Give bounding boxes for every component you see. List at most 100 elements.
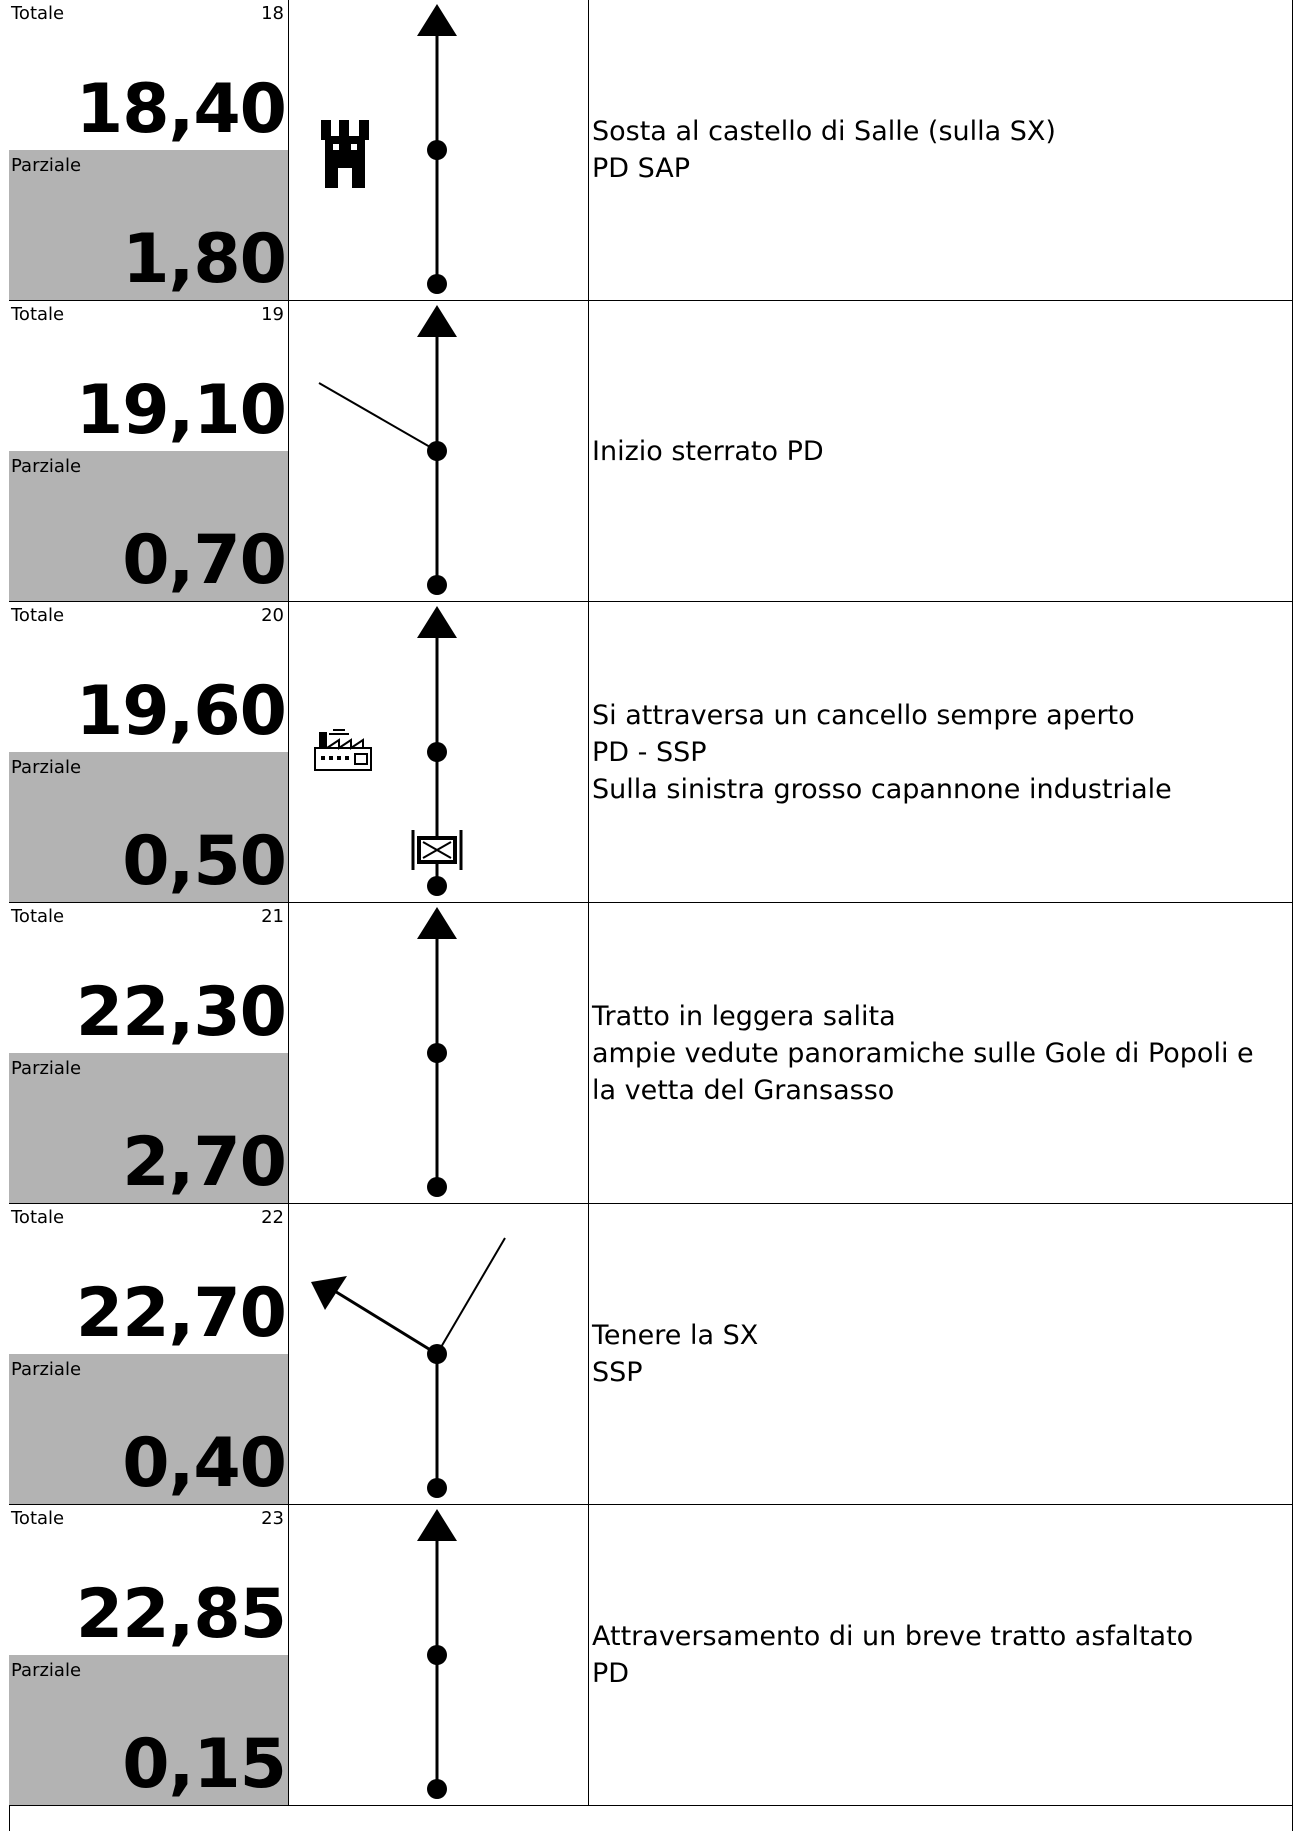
start-dot xyxy=(427,876,447,896)
route-diagram-cell xyxy=(289,1204,589,1504)
direction-arrow-icon xyxy=(311,1276,347,1310)
parziale-label: Parziale xyxy=(11,757,82,778)
roadbook-row: Totale 19 19,10 Parziale 0,70 Inizio ste… xyxy=(9,301,1293,602)
waypoint-dot xyxy=(427,140,447,160)
description-line: PD xyxy=(592,1658,630,1689)
row-number: 23 xyxy=(261,1508,284,1529)
start-dot xyxy=(427,1779,447,1799)
totale-block: Totale 18 18,40 xyxy=(9,0,288,150)
totale-value: 22,30 xyxy=(75,973,287,1052)
right-branch-line xyxy=(436,1237,506,1355)
parziale-value: 0,15 xyxy=(122,1725,287,1804)
parziale-label: Parziale xyxy=(11,155,82,176)
parziale-block: Parziale 0,15 xyxy=(9,1655,288,1805)
totale-label: Totale xyxy=(11,3,65,24)
description-line: Sulla sinistra grosso capannone industri… xyxy=(592,773,1172,805)
description-cell: Si attraversa un cancello sempre aperto … xyxy=(589,602,1293,902)
description-line: Attraversamento di un breve tratto asfal… xyxy=(592,1621,1194,1652)
parziale-label: Parziale xyxy=(11,1359,82,1380)
route-diagram-cell xyxy=(289,301,589,601)
direction-arrow-icon xyxy=(417,4,457,36)
totale-value: 19,10 xyxy=(75,371,287,450)
roadbook-row: Totale 21 22,30 Parziale 2,70 Tratto in … xyxy=(9,903,1293,1204)
waypoint-dot xyxy=(427,1043,447,1063)
description-line: PD SAP xyxy=(592,153,691,184)
description-cell: Tratto in leggera salita ampie vedute pa… xyxy=(589,903,1293,1203)
description-line: Tratto in leggera salita xyxy=(592,1000,896,1032)
distance-cell: Totale 18 18,40 Parziale 1,80 xyxy=(9,0,289,300)
route-diagram-cell xyxy=(289,0,589,300)
route-diagram xyxy=(311,1237,506,1498)
distance-cell: Totale 21 22,30 Parziale 2,70 xyxy=(9,903,289,1203)
route-diagram-cell xyxy=(289,903,589,1203)
parziale-block: Parziale 0,40 xyxy=(9,1354,288,1504)
totale-block: Totale 21 22,30 xyxy=(9,903,288,1053)
parziale-label: Parziale xyxy=(11,1058,82,1079)
description-cell: Tenere la SX SSP xyxy=(589,1204,1293,1504)
row-number: 18 xyxy=(261,3,284,24)
start-dot xyxy=(427,1478,447,1498)
distance-cell: Totale 19 19,10 Parziale 0,70 xyxy=(9,301,289,601)
totale-label: Totale xyxy=(11,1508,65,1529)
totale-value: 18,40 xyxy=(75,70,287,149)
description-text: Si attraversa un cancello sempre aperto … xyxy=(592,602,1282,902)
direction-arrow-icon xyxy=(417,1509,457,1541)
totale-value: 22,85 xyxy=(75,1575,287,1654)
totale-label: Totale xyxy=(11,906,65,927)
parziale-block: Parziale 0,50 xyxy=(9,752,288,902)
row-number: 20 xyxy=(261,605,284,626)
description-line: SSP xyxy=(592,1357,643,1388)
totale-label: Totale xyxy=(11,605,65,626)
distance-cell: Totale 23 22,85 Parziale 0,15 xyxy=(9,1505,289,1805)
row-number: 22 xyxy=(261,1207,284,1228)
description-cell: Inizio sterrato PD xyxy=(589,301,1293,601)
description-line: PD - SSP xyxy=(592,736,707,768)
parziale-block: Parziale 0,70 xyxy=(9,451,288,601)
roadbook-row: Totale 23 22,85 Parziale 0,15 Attraversa… xyxy=(9,1505,1293,1806)
description-line: ampie vedute panoramiche sulle Gole di P… xyxy=(592,1037,1254,1069)
parziale-label: Parziale xyxy=(11,456,82,477)
parziale-value: 1,80 xyxy=(122,220,287,299)
description-text: Sosta al castello di Salle (sulla SX) PD… xyxy=(592,0,1282,300)
description-text: Attraversamento di un breve tratto asfal… xyxy=(592,1505,1282,1805)
waypoint-dot xyxy=(427,742,447,762)
distance-cell: Totale 20 19,60 Parziale 0,50 xyxy=(9,602,289,902)
parziale-block: Parziale 2,70 xyxy=(9,1053,288,1203)
castle-icon xyxy=(321,120,369,188)
description-text: Tenere la SX SSP xyxy=(592,1204,1282,1504)
start-dot xyxy=(427,274,447,294)
route-diagram-cell xyxy=(289,602,589,902)
direction-arrow-icon xyxy=(417,305,457,337)
description-text: Inizio sterrato PD xyxy=(592,301,1282,601)
roadbook-row: Totale 22 22,70 Parziale 0,40 Tenere la … xyxy=(9,1204,1293,1505)
roadbook-row: Totale 20 19,60 Parziale 0,50 xyxy=(9,602,1293,903)
route-diagram xyxy=(314,606,463,896)
route-diagram-cell xyxy=(289,1505,589,1805)
row-number: 19 xyxy=(261,304,284,325)
parziale-value: 0,50 xyxy=(122,822,287,901)
waypoint-dot xyxy=(427,1645,447,1665)
totale-value: 22,70 xyxy=(75,1274,287,1353)
direction-arrow-icon xyxy=(417,606,457,638)
factory-icon xyxy=(314,729,372,771)
left-route-line xyxy=(332,1288,438,1356)
waypoint-dot xyxy=(427,1344,447,1364)
description-line: la vetta del Gransasso xyxy=(592,1074,895,1106)
description-line: Tenere la SX xyxy=(592,1320,759,1351)
description-text: Tratto in leggera salita ampie vedute pa… xyxy=(592,903,1282,1203)
distance-cell: Totale 22 22,70 Parziale 0,40 xyxy=(9,1204,289,1504)
description-cell: Sosta al castello di Salle (sulla SX) PD… xyxy=(589,0,1293,300)
parziale-label: Parziale xyxy=(11,1660,82,1681)
parziale-value: 0,40 xyxy=(122,1424,287,1503)
totale-block: Totale 23 22,85 xyxy=(9,1505,288,1655)
description-line: Si attraversa un cancello sempre aperto xyxy=(592,699,1135,731)
route-diagram xyxy=(321,4,457,294)
description-line: Inizio sterrato PD xyxy=(592,435,824,467)
totale-value: 19,60 xyxy=(75,672,287,751)
roadbook-row: Totale 18 18,40 Parziale 1,80 xyxy=(9,0,1293,301)
totale-block: Totale 22 22,70 xyxy=(9,1204,288,1354)
parziale-value: 0,70 xyxy=(122,521,287,600)
route-diagram xyxy=(318,305,457,595)
parziale-value: 2,70 xyxy=(122,1123,287,1202)
next-row-strip xyxy=(9,1806,1293,1831)
